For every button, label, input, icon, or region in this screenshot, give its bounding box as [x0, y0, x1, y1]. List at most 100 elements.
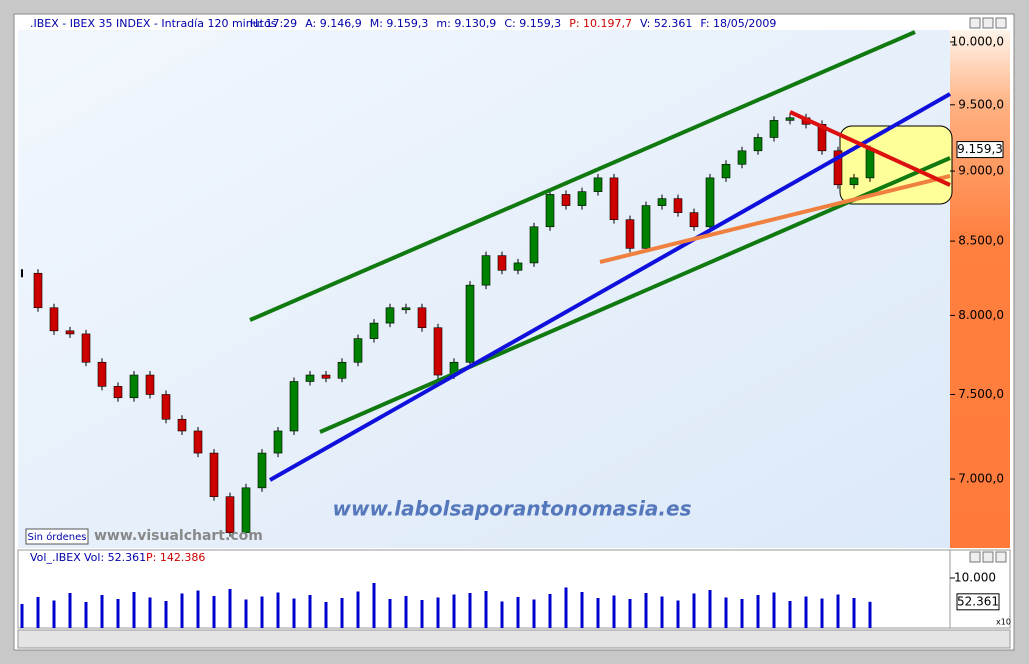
- volume-bar: [516, 597, 520, 628]
- candle: [641, 205, 651, 249]
- header-title: .IBEX - IBEX 35 INDEX - Intradía 120 min…: [30, 17, 277, 30]
- close-button[interactable]: [995, 551, 1007, 563]
- volume-bar: [724, 597, 728, 628]
- volume-bar: [436, 597, 440, 628]
- candle: [65, 330, 75, 335]
- volume-bar: [756, 595, 760, 628]
- watermark: www.labolsaporantonomasia.es: [332, 497, 691, 521]
- window-buttons[interactable]: [969, 17, 1007, 29]
- candle: [241, 487, 251, 534]
- minimize-button[interactable]: [969, 17, 981, 29]
- volume-bar: [820, 598, 824, 628]
- volume-bar: [788, 601, 792, 628]
- candle: [209, 452, 219, 497]
- volume-stat: P: 142.386: [146, 551, 205, 564]
- candle: [657, 198, 667, 206]
- volume-bar: [708, 590, 712, 628]
- volume-bar: [804, 596, 808, 628]
- candle: [177, 418, 187, 432]
- price-pane: [18, 30, 950, 548]
- candle: [689, 212, 699, 228]
- candle: [225, 496, 235, 534]
- volume-bar: [612, 595, 616, 628]
- volume-bar: [468, 593, 472, 628]
- volume-bar: [132, 592, 136, 628]
- maximize-button[interactable]: [982, 551, 994, 563]
- y-tick-label: 10.000: [954, 571, 996, 585]
- candle: [129, 374, 139, 399]
- candle: [161, 394, 171, 420]
- candle: [81, 333, 91, 363]
- volume-bar: [484, 591, 488, 628]
- volume-bar: [292, 598, 296, 628]
- volume-bar: [676, 600, 680, 628]
- volume-bar: [420, 600, 424, 628]
- last-price-box: [956, 141, 1004, 159]
- candle: [577, 191, 587, 206]
- price-axis: [950, 30, 1010, 548]
- volume-bar: [404, 596, 408, 628]
- candle: [865, 149, 875, 179]
- last-volume-box: [956, 593, 1000, 611]
- orders-button[interactable]: [25, 528, 89, 545]
- close-button[interactable]: [995, 17, 1007, 29]
- volume-bar: [852, 598, 856, 628]
- candle: [545, 194, 555, 228]
- volume-bar: [564, 587, 568, 628]
- volume-bar: [692, 593, 696, 628]
- y-tick-label: 10.000,0: [951, 34, 1004, 48]
- y-tick-label: 7.000,0: [958, 472, 1004, 486]
- header-item: H: 17:29: [250, 17, 297, 30]
- last-volume-label: 52.361: [957, 594, 999, 608]
- candle: [97, 361, 107, 387]
- candle: [721, 163, 731, 179]
- candle: [369, 322, 379, 339]
- volume-bar: [52, 600, 56, 628]
- y-tick-label: 9.000,0: [958, 164, 1004, 178]
- volume-bar: [324, 602, 328, 628]
- volume-bar: [532, 599, 536, 628]
- volume-bar: [196, 590, 200, 628]
- candle: [529, 226, 539, 264]
- candle: [497, 255, 507, 271]
- candle: [145, 374, 155, 395]
- header-item: P: 10.197,7: [569, 17, 632, 30]
- volume-bar: [20, 604, 24, 628]
- volume-bar: [212, 596, 216, 628]
- orders-label: Sin órdenes: [28, 531, 87, 543]
- minimize-button[interactable]: [969, 551, 981, 563]
- y-tick-label: 8.500,0: [958, 234, 1004, 248]
- candle: [753, 137, 763, 152]
- candle: [561, 194, 571, 206]
- candle: [737, 150, 747, 165]
- volume-bar: [548, 594, 552, 628]
- volume-bar: [244, 599, 248, 628]
- candle: [273, 430, 283, 454]
- date-bar: [17, 629, 1011, 649]
- y-tick-label: 7.500,0: [958, 387, 1004, 401]
- trendline: [789, 110, 951, 187]
- header-bar: [18, 17, 1010, 30]
- volume-bar: [644, 593, 648, 628]
- maximize-button[interactable]: [982, 17, 994, 29]
- candle: [625, 219, 635, 249]
- candle: [193, 430, 203, 454]
- volume-bar: [164, 601, 168, 628]
- volume-bar: [228, 589, 232, 628]
- candle: [849, 177, 859, 186]
- header-item: A: 9.146,9: [305, 17, 362, 30]
- last-price-label: 9.159,3: [957, 142, 1003, 156]
- volume-bar: [628, 599, 632, 628]
- candle: [817, 124, 827, 152]
- trendline: [249, 30, 916, 322]
- volume-bar: [836, 594, 840, 628]
- volume-bar: [500, 601, 504, 628]
- trendline: [599, 174, 951, 264]
- volume-bar: [68, 593, 72, 628]
- candle: [769, 120, 779, 138]
- candle: [305, 374, 315, 382]
- candle: [321, 374, 331, 379]
- source-label: www.visualchart.com: [94, 528, 263, 544]
- volume-bar: [740, 599, 744, 628]
- volume-bar: [868, 601, 872, 628]
